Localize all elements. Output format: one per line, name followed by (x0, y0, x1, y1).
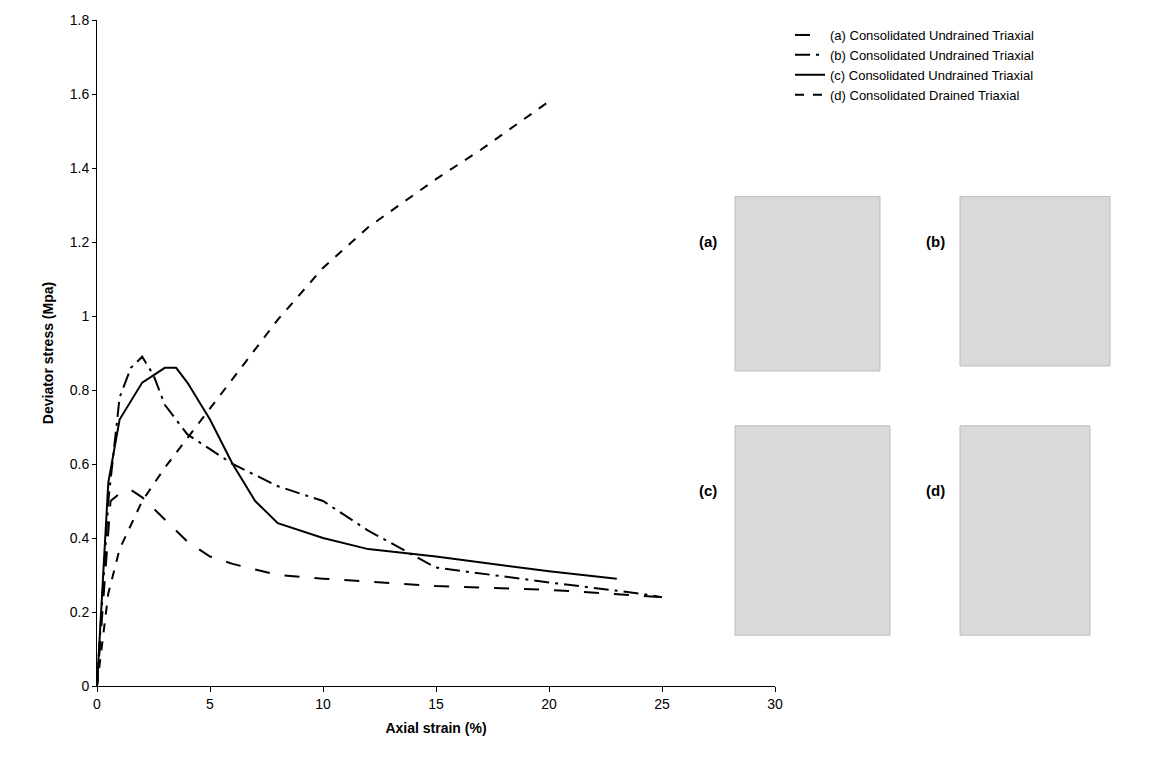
svg-text:(a): (a) (699, 233, 717, 250)
svg-text:(c) Consolidated Undrained Tri: (c) Consolidated Undrained Triaxial (830, 68, 1033, 83)
svg-text:Deviator stress (Mpa): Deviator stress (Mpa) (40, 282, 56, 424)
svg-text:(d) Consolidated Drained Triax: (d) Consolidated Drained Triaxial (830, 88, 1019, 103)
svg-text:30: 30 (767, 696, 783, 712)
svg-text:0: 0 (81, 678, 89, 694)
svg-text:(b): (b) (926, 233, 945, 250)
svg-text:1: 1 (81, 308, 89, 324)
svg-text:25: 25 (654, 696, 670, 712)
svg-text:10: 10 (315, 696, 331, 712)
svg-text:1.2: 1.2 (70, 234, 90, 250)
svg-text:0.4: 0.4 (70, 530, 90, 546)
svg-text:(a) Consolidated Undrained Tri: (a) Consolidated Undrained Triaxial (830, 28, 1034, 43)
svg-text:0.8: 0.8 (70, 382, 90, 398)
svg-text:1.8: 1.8 (70, 12, 90, 28)
svg-text:15: 15 (428, 696, 444, 712)
svg-text:0.6: 0.6 (70, 456, 90, 472)
svg-text:(c): (c) (699, 482, 717, 499)
svg-text:1.4: 1.4 (70, 160, 90, 176)
svg-text:(b) Consolidated Undrained Tri: (b) Consolidated Undrained Triaxial (830, 48, 1034, 63)
svg-text:5: 5 (206, 696, 214, 712)
svg-text:0.2: 0.2 (70, 604, 90, 620)
svg-text:Axial strain (%): Axial strain (%) (385, 720, 486, 736)
svg-text:0: 0 (93, 696, 101, 712)
svg-text:(d): (d) (926, 482, 945, 499)
svg-text:20: 20 (541, 696, 557, 712)
svg-text:1.6: 1.6 (70, 86, 90, 102)
